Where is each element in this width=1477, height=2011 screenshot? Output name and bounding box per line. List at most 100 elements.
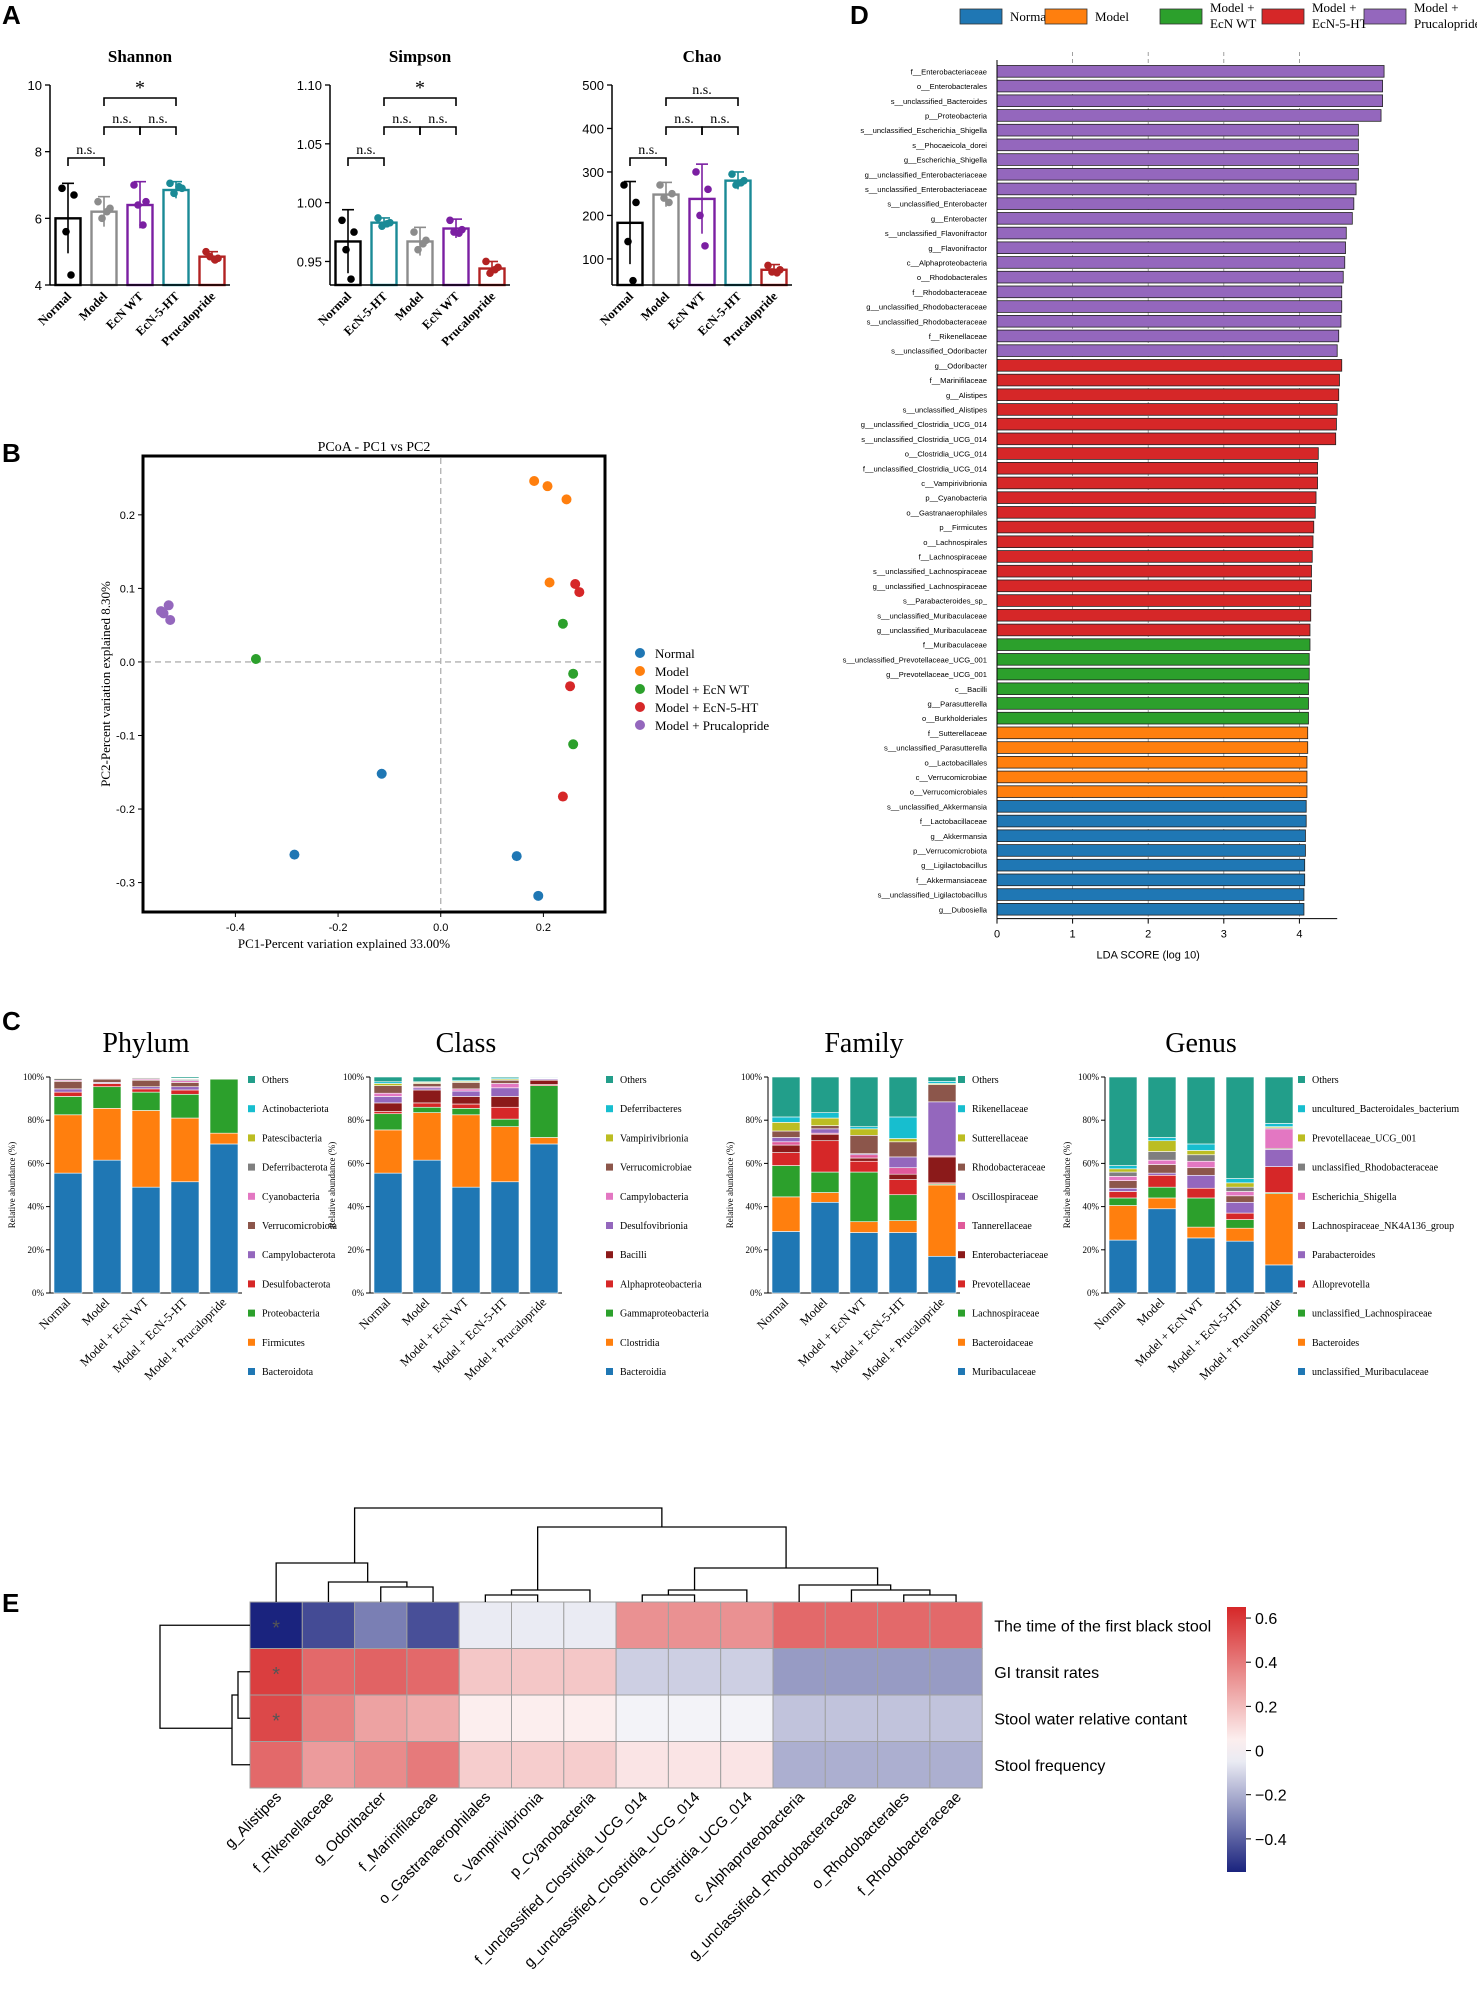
taxon-label: g__Ligilactobacillus bbox=[921, 861, 987, 870]
data-point bbox=[70, 191, 78, 199]
stack-segment-firmicutes bbox=[92, 1108, 122, 1161]
bar bbox=[370, 221, 398, 287]
taxon-label: o__Clostridia_UCG_014 bbox=[905, 450, 987, 459]
stack-segment-bacteroidota bbox=[170, 1181, 200, 1294]
stack-segment-unclassified-lachnospiraceae bbox=[1147, 1186, 1177, 1199]
legend-swatch bbox=[1298, 1338, 1305, 1346]
stack-segment-others bbox=[451, 1076, 481, 1081]
stack-segment-unclassified-lachnospiraceae bbox=[1108, 1197, 1138, 1206]
lda-bar bbox=[996, 770, 1308, 784]
stack-segment-verrucomicrobiae bbox=[451, 1082, 481, 1090]
lda-bar bbox=[996, 447, 1319, 460]
x-tick-label: 1 bbox=[1070, 929, 1076, 941]
stack-segment-prevotellaceae bbox=[771, 1152, 801, 1166]
y-tick-label: 80% bbox=[28, 1115, 45, 1125]
taxon-label: f__Rhodobacteraceae bbox=[912, 288, 987, 297]
stack-segment-alloprevotella bbox=[1186, 1187, 1216, 1199]
x-tick-label: -0.4 bbox=[226, 922, 245, 934]
legend-label: Vampirivibrionia bbox=[620, 1133, 689, 1144]
lda-bar bbox=[996, 212, 1353, 225]
legend-label: Bacteroides bbox=[1312, 1338, 1359, 1349]
significance-label: * bbox=[135, 77, 145, 99]
stack-segment-others bbox=[1264, 1076, 1294, 1124]
y-tick-label: 80% bbox=[1083, 1115, 1100, 1125]
heatmap-cell bbox=[877, 1741, 931, 1789]
significance-bracket bbox=[665, 126, 703, 135]
taxon-label: c__Bacilli bbox=[955, 685, 987, 694]
composition-chart-phylum: Phylum 0% 20% 40% 60% 80% 100% Relative abundan… bbox=[7, 1028, 338, 1383]
lda-bar bbox=[996, 79, 1383, 93]
stack-segment-enterobacteriaceae bbox=[810, 1133, 840, 1142]
y-tick-label: 300 bbox=[582, 165, 604, 180]
taxon-label: s__unclassified_Parasutterella bbox=[884, 744, 988, 753]
y-axis-label: Relative abundance (%) bbox=[725, 1142, 735, 1228]
significance-bracket bbox=[347, 157, 385, 166]
legend-label: Parabacteroides bbox=[1312, 1250, 1375, 1261]
lda-bar bbox=[996, 270, 1344, 284]
legend-label: Prucalopride bbox=[1414, 16, 1477, 31]
heatmap-cell bbox=[929, 1741, 983, 1789]
stack-segment-rikenellaceae bbox=[810, 1112, 840, 1119]
legend-label: Proteobacteria bbox=[262, 1309, 320, 1320]
heatmap-cell bbox=[406, 1741, 460, 1789]
lda-bar bbox=[996, 197, 1355, 210]
lda-bar bbox=[996, 653, 1310, 666]
stack-segment-enterobacteriaceae bbox=[849, 1157, 879, 1162]
legend-swatch bbox=[606, 1251, 613, 1259]
x-tick-label: Model bbox=[399, 1295, 432, 1328]
scatter-point-model bbox=[561, 494, 572, 505]
lda-bar bbox=[996, 138, 1359, 152]
taxon-label: o__Enterobacterales bbox=[917, 82, 987, 91]
heatmap-cell bbox=[667, 1601, 722, 1649]
heatmap-cell bbox=[929, 1601, 983, 1649]
legend-swatch bbox=[606, 1280, 613, 1288]
stack-segment-oscillospiraceae bbox=[888, 1156, 918, 1169]
taxon-label: c__Vampirivibrionia bbox=[921, 479, 987, 488]
stack-segment-clostridia bbox=[529, 1137, 559, 1145]
taxon-label: g__Flavonifractor bbox=[928, 244, 987, 253]
taxon-label: o__Lactobacillales bbox=[925, 758, 988, 767]
legend-swatch bbox=[1298, 1076, 1305, 1083]
heatmap-cell bbox=[667, 1694, 722, 1742]
y-tick-label: 0.0 bbox=[120, 657, 135, 669]
stack-segment-verrucomicrobiae bbox=[412, 1083, 442, 1088]
heatmap-cell bbox=[720, 1741, 774, 1789]
taxon-label: s__unclassified_Enterobacteriaceae bbox=[865, 185, 987, 194]
significance-bracket bbox=[665, 97, 739, 106]
stack-segment-verrucomicrobiota bbox=[131, 1079, 161, 1088]
lda-bar bbox=[996, 123, 1359, 137]
stack-segment-others bbox=[849, 1076, 879, 1127]
data-point bbox=[620, 181, 628, 189]
dendrogram-link bbox=[903, 1594, 957, 1602]
stack-segment-clostridia bbox=[412, 1112, 442, 1161]
legend-label: Model bbox=[1095, 9, 1129, 24]
data-point bbox=[58, 184, 66, 193]
scatter-point-normal bbox=[511, 851, 522, 862]
stack-segment-others bbox=[888, 1076, 918, 1118]
y-tick-label: 40% bbox=[28, 1202, 45, 1212]
lda-bar bbox=[996, 888, 1305, 901]
heatmap-cell bbox=[249, 1741, 303, 1789]
stack-segment-bacteroidia bbox=[529, 1143, 559, 1294]
scatter-point-model-ecn-5-ht bbox=[570, 578, 581, 589]
stack-segment-gammaproteobacteria bbox=[529, 1085, 559, 1138]
colorbar-tick-label: 0 bbox=[1255, 1744, 1264, 1761]
heatmap-cell bbox=[824, 1741, 879, 1789]
legend-swatch bbox=[248, 1192, 255, 1200]
lda-bar bbox=[996, 756, 1308, 769]
stack-segment-escherichia-shigella bbox=[1225, 1191, 1255, 1197]
taxon-label: f__Muribaculaceae bbox=[923, 641, 987, 650]
panel-label-d: D bbox=[850, 0, 869, 30]
stack-segment-bacteroidota bbox=[92, 1159, 122, 1294]
stack-segment-oscillospiraceae bbox=[771, 1137, 801, 1143]
stack-segment-verrucomicrobiota bbox=[92, 1078, 122, 1083]
chart-title: Class bbox=[436, 1028, 497, 1059]
dendrogram-link bbox=[380, 1586, 434, 1602]
legend-label: EcN-5-HT bbox=[1312, 16, 1368, 31]
stack-segment-firmicutes bbox=[209, 1132, 239, 1145]
stack-segment-others bbox=[1225, 1076, 1255, 1179]
scatter-point-normal bbox=[289, 849, 300, 860]
y-tick-label: 200 bbox=[582, 208, 604, 223]
x-tick-label: Normal bbox=[1091, 1295, 1128, 1332]
taxon-label: o__Rhodobacterales bbox=[917, 273, 987, 282]
